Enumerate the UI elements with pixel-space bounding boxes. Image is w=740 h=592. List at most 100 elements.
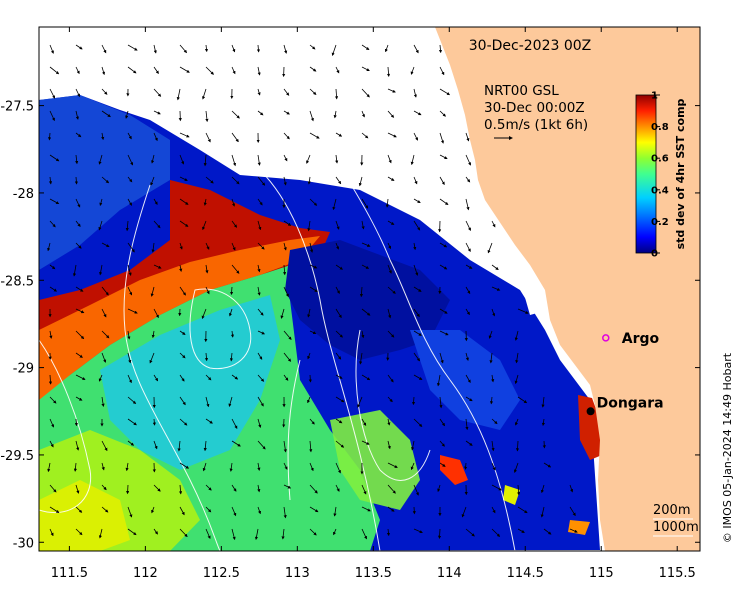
current-vector xyxy=(283,88,290,96)
current-vector xyxy=(127,418,137,426)
current-vector xyxy=(127,506,133,518)
current-vector xyxy=(439,418,445,427)
current-vector xyxy=(205,374,212,381)
current-vector xyxy=(465,154,471,166)
current-vector xyxy=(153,198,158,205)
current-vector xyxy=(361,220,365,230)
current-vector xyxy=(309,66,317,72)
current-vector xyxy=(75,88,80,98)
current-vector xyxy=(439,110,446,117)
current-vector xyxy=(205,418,213,424)
current-vector xyxy=(179,66,190,73)
current-vector xyxy=(439,132,444,144)
current-vector xyxy=(257,286,261,296)
current-vector xyxy=(309,330,317,334)
current-vector xyxy=(491,484,502,491)
current-vector xyxy=(413,374,423,380)
current-vector xyxy=(75,110,79,120)
current-vector xyxy=(75,242,82,249)
current-vector xyxy=(101,462,105,471)
current-vector xyxy=(283,110,290,115)
current-vector xyxy=(361,88,370,98)
colorbar-tick-label: 1 xyxy=(651,91,658,102)
current-vector xyxy=(515,352,519,364)
current-vector xyxy=(335,418,343,424)
current-vector xyxy=(309,198,318,206)
current-vector xyxy=(75,154,79,165)
current-vector xyxy=(465,440,473,446)
current-vector xyxy=(75,396,83,401)
x-axis: 111.5 112 112.5 113 113.5 114 114.5 115 115.5 xyxy=(51,27,696,581)
current-vector xyxy=(387,330,395,338)
current-vector xyxy=(465,132,470,142)
current-vector xyxy=(47,462,51,473)
current-vector xyxy=(309,242,314,253)
colorbar-tick-label: 0 xyxy=(651,249,658,260)
current-vector xyxy=(153,374,159,382)
current-vector xyxy=(75,220,81,228)
current-vector xyxy=(283,286,289,298)
current-vector xyxy=(333,506,337,517)
current-vector xyxy=(229,462,233,472)
current-vector xyxy=(439,198,449,206)
current-vector xyxy=(98,154,103,165)
current-vector xyxy=(335,132,343,137)
current-vector xyxy=(203,440,207,452)
current-vector xyxy=(101,132,105,141)
current-vector xyxy=(335,242,340,250)
current-vector xyxy=(491,374,495,383)
current-vector xyxy=(179,506,185,516)
current-vector xyxy=(413,484,419,496)
current-vector xyxy=(127,396,137,405)
current-vector xyxy=(309,506,319,513)
current-vector xyxy=(333,528,337,536)
current-vector xyxy=(257,484,261,493)
current-vector xyxy=(153,132,158,142)
current-vector xyxy=(283,330,292,341)
current-vector xyxy=(75,484,80,494)
current-vector xyxy=(150,176,155,186)
current-vector xyxy=(257,264,261,273)
current-vector xyxy=(335,220,340,230)
x-tick-label: 113 xyxy=(285,566,310,581)
current-vector xyxy=(205,286,210,295)
current-vector xyxy=(75,506,83,513)
current-vector xyxy=(465,308,470,316)
current-vector xyxy=(334,88,339,100)
current-vector xyxy=(257,308,264,316)
current-vector xyxy=(257,330,266,335)
current-vector xyxy=(283,176,287,186)
current-vector xyxy=(254,528,259,541)
current-vector xyxy=(387,506,395,512)
current-vector xyxy=(49,440,54,448)
current-vector xyxy=(359,352,363,365)
current-vector xyxy=(387,374,394,383)
current-vector xyxy=(49,506,60,513)
current-vector xyxy=(47,242,51,252)
colorbar-tick-label: 0.4 xyxy=(651,185,669,196)
current-vector xyxy=(439,176,445,186)
current-vector xyxy=(410,154,415,166)
current-vector xyxy=(101,308,107,318)
current-vector xyxy=(361,528,367,540)
current-vector xyxy=(153,44,157,54)
current-vector xyxy=(127,264,132,276)
current-vector xyxy=(153,220,161,229)
current-vector xyxy=(465,176,471,183)
current-vector xyxy=(74,418,78,427)
bathy-legend-1000m: 1000m xyxy=(653,520,699,535)
current-vector xyxy=(569,484,574,493)
current-vector xyxy=(75,308,85,314)
current-vector xyxy=(361,44,370,51)
current-vector xyxy=(361,374,371,381)
current-vector xyxy=(465,198,470,211)
current-vector xyxy=(335,330,343,338)
current-vector xyxy=(48,132,52,141)
current-vector xyxy=(179,198,189,205)
current-vector xyxy=(439,154,448,160)
current-vector xyxy=(231,242,236,251)
current-vector xyxy=(205,132,211,143)
current-vector xyxy=(541,418,545,427)
current-vector xyxy=(515,440,520,452)
current-vector xyxy=(386,66,391,78)
